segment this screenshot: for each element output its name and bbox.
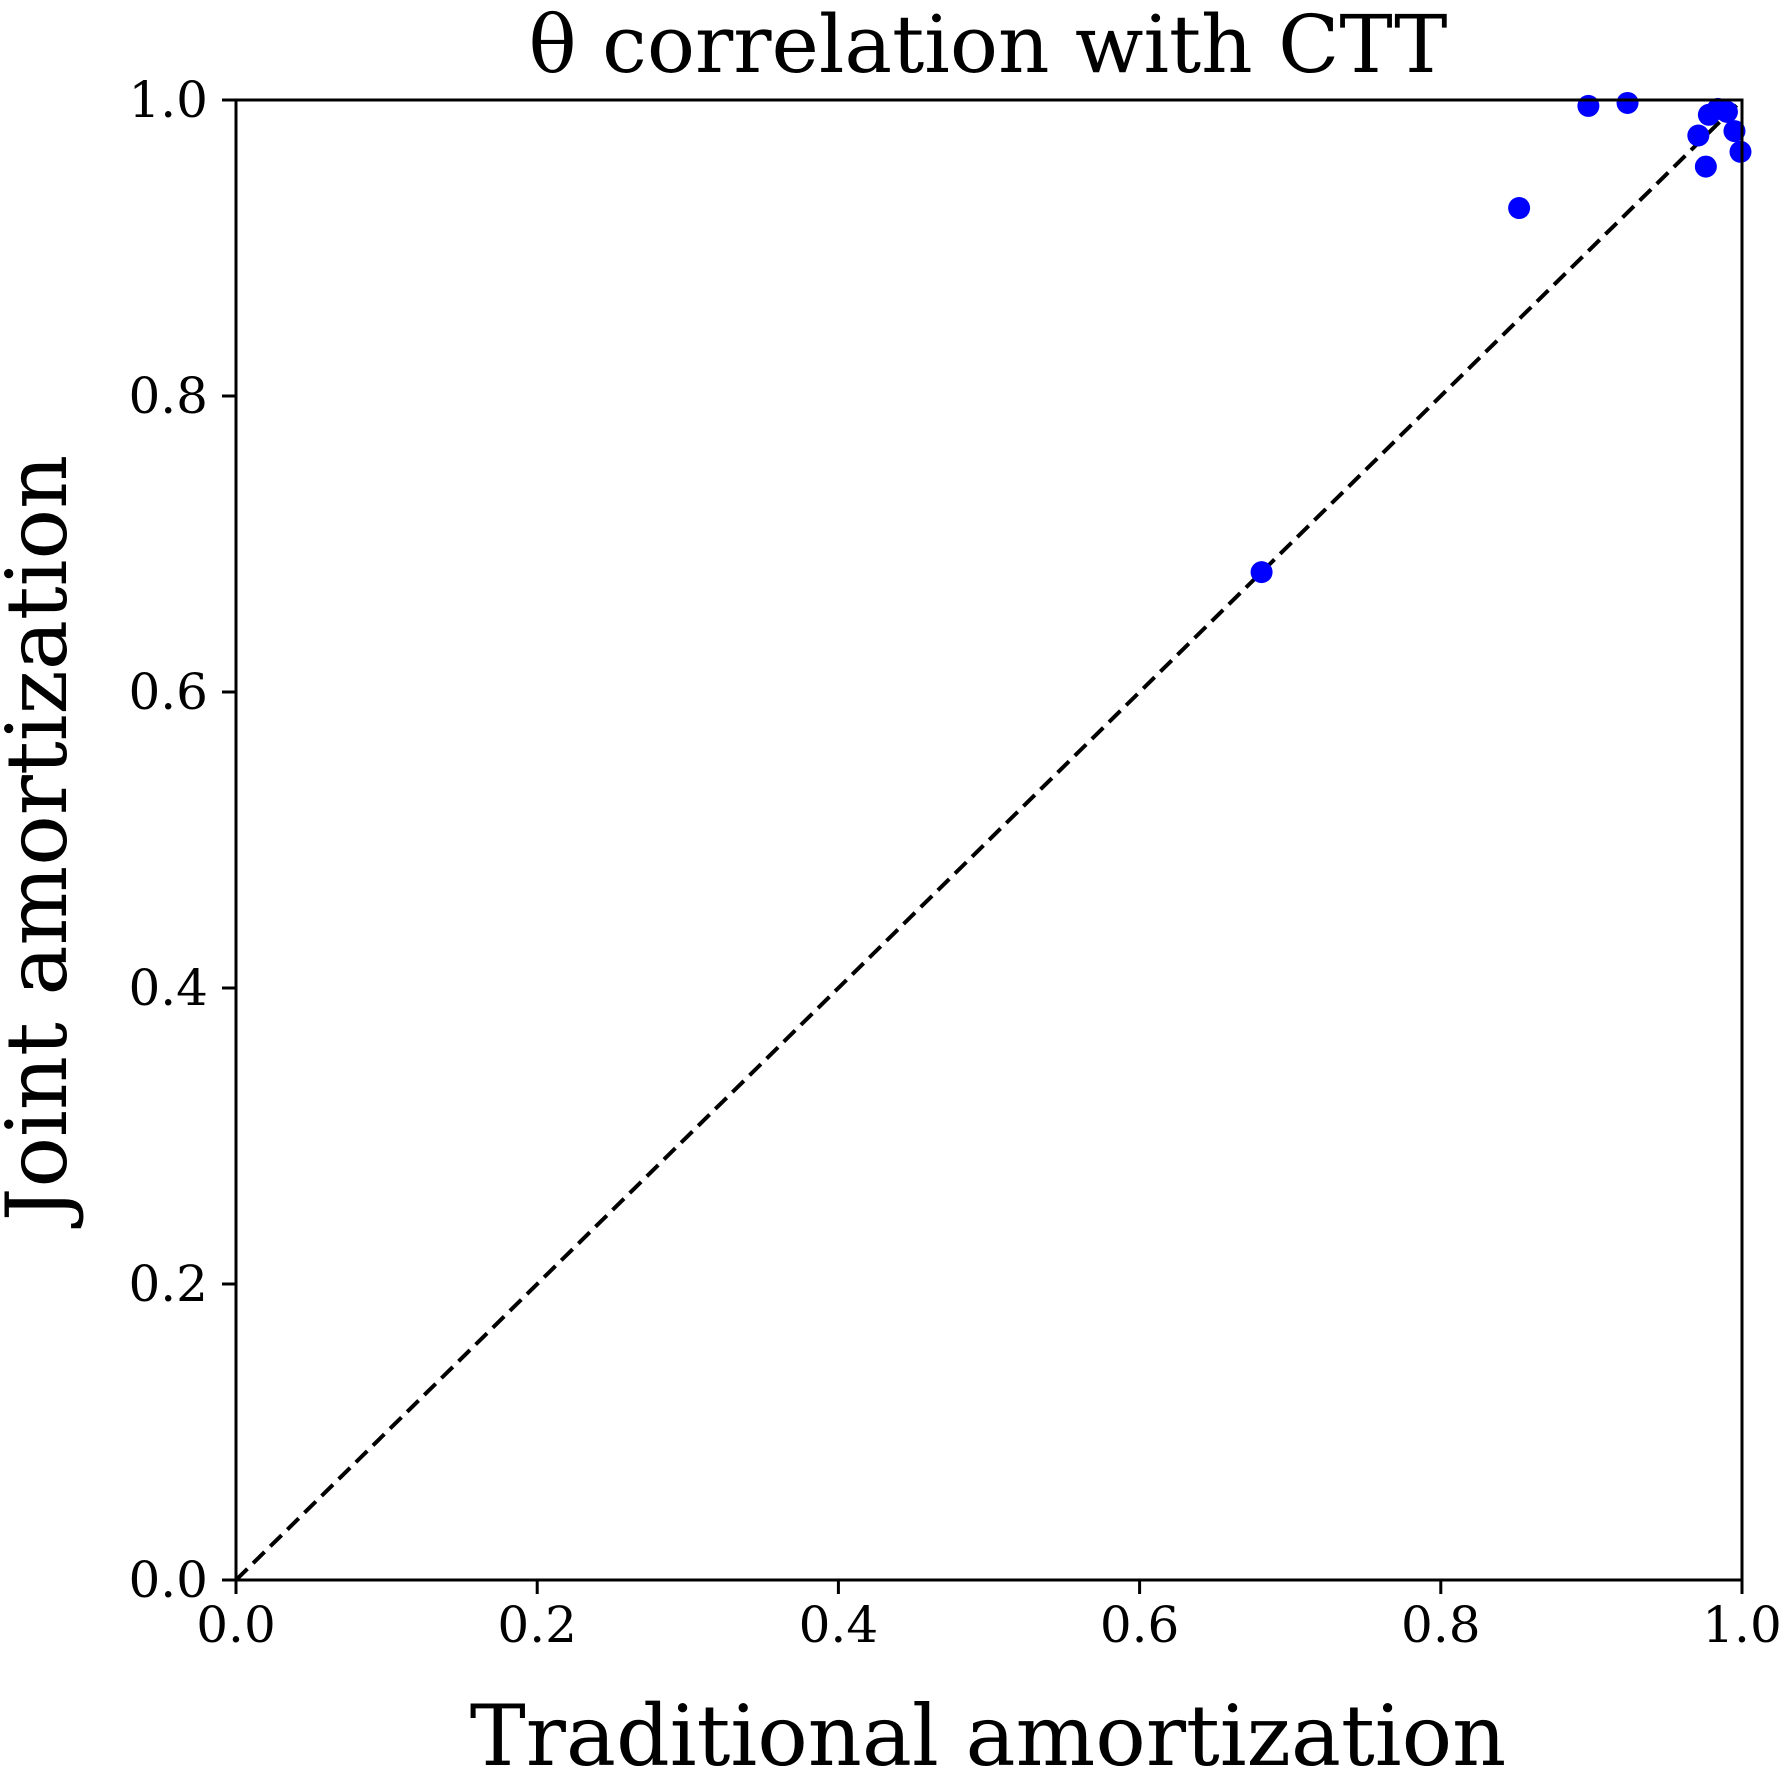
scatter-point <box>1729 140 1752 163</box>
scatter-points <box>1250 91 1752 584</box>
reference-diagonal-line <box>234 98 1744 1582</box>
scatter-point <box>1508 197 1531 220</box>
x-tick-label: 0.2 <box>497 1596 577 1654</box>
scatter-point <box>1723 120 1746 143</box>
y-tick-label: 0.2 <box>128 1255 208 1313</box>
y-tick-label: 0.8 <box>128 367 208 425</box>
scatter-point <box>1694 155 1717 178</box>
scatter-point <box>1577 94 1600 117</box>
x-axis-title: Traditional amortization <box>470 1687 1507 1783</box>
y-axis: 0.0 0.2 0.4 0.6 0.8 1.0 <box>128 71 236 1609</box>
chart-title: θ correlation with CTT <box>528 0 1447 91</box>
y-tick-label: 1.0 <box>128 71 208 129</box>
x-axis: 0.0 0.2 0.4 0.6 0.8 1.0 <box>196 1580 1782 1654</box>
plot-frame <box>234 98 1744 1582</box>
y-tick-label: 0.6 <box>128 663 208 721</box>
x-tick-label: 0.0 <box>196 1596 276 1654</box>
x-tick-label: 0.4 <box>799 1596 879 1654</box>
scatter-point <box>1250 561 1273 584</box>
plot-area <box>234 91 1752 1582</box>
x-tick-label: 1.0 <box>1702 1596 1782 1654</box>
scatter-point <box>1715 100 1738 123</box>
y-tick-label: 0.0 <box>128 1551 208 1609</box>
scatter-point <box>1687 124 1710 147</box>
x-tick-label: 0.8 <box>1401 1596 1481 1654</box>
scatter-point <box>1616 91 1639 114</box>
x-tick-label: 0.6 <box>1100 1596 1180 1654</box>
y-tick-label: 0.4 <box>128 959 208 1017</box>
y-axis-title: Joint amortization <box>0 455 86 1229</box>
